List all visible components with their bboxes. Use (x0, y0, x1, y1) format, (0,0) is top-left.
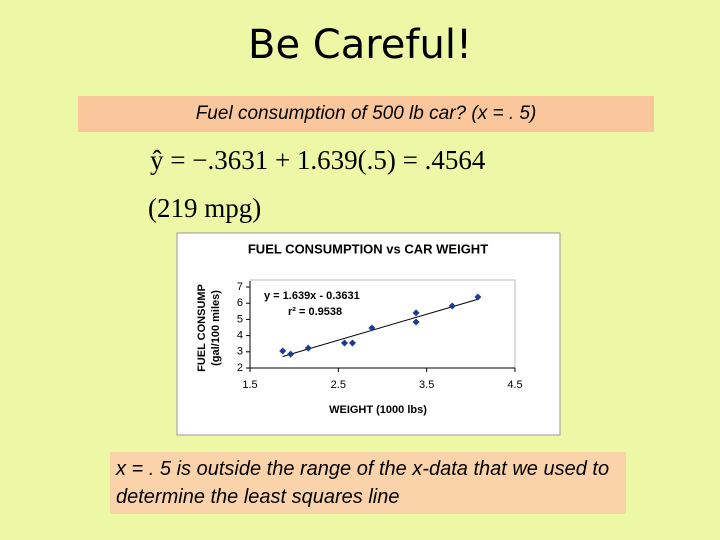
y-tick-label: 3 (237, 346, 243, 358)
y-tick-label: 5 (237, 313, 243, 325)
point (287, 350, 295, 358)
y-axis-label: (gal/100 miles) (210, 290, 222, 366)
point (279, 347, 287, 355)
y-tick-label: 4 (237, 330, 243, 342)
point (348, 339, 356, 347)
point (448, 302, 456, 310)
chart-frame (176, 232, 561, 436)
annotation: r² = 0.9538 (288, 306, 342, 318)
y-tick-label: 6 (237, 297, 243, 309)
note-box: x = . 5 is outside the range of the x-da… (110, 452, 626, 514)
x-tick-label: 3.5 (419, 379, 434, 391)
point (368, 324, 376, 332)
y-axis-label: FUEL CONSUMP (196, 284, 208, 372)
x-tick-label: 2.5 (331, 379, 346, 391)
point (341, 339, 349, 347)
x-tick-label: 1.5 (242, 379, 257, 391)
y-tick-label: 7 (237, 281, 243, 293)
chart-title: FUEL CONSUMPTION vs CAR WEIGHT (248, 241, 488, 256)
trendline (282, 298, 479, 357)
question-box: Fuel consumption of 500 lb car? (x = . 5… (78, 96, 654, 132)
y-tick-label: 2 (237, 362, 243, 374)
x-axis-label: WEIGHT (1000 lbs) (329, 404, 427, 416)
point (304, 344, 312, 352)
equation: ŷ = −.3631 + 1.639(.5) = .4564 (150, 145, 486, 175)
point (412, 318, 420, 326)
x-tick-label: 4.5 (507, 379, 522, 391)
slide-title: Be Careful! (248, 22, 472, 68)
result: (219 mpg) (148, 193, 262, 223)
annotation: y = 1.639x - 0.3631 (264, 290, 360, 302)
point (412, 309, 420, 317)
point (474, 293, 482, 301)
